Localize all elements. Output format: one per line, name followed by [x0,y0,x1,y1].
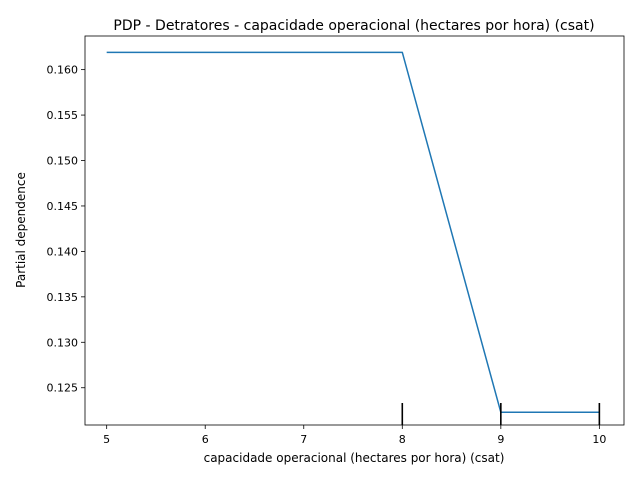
x-tick-label-3: 8 [399,433,406,446]
x-axis-label: capacidade operacional (hectares por hor… [204,451,505,465]
y-axis-label: Partial dependence [14,172,28,288]
x-tick-label-0: 5 [103,433,110,446]
chart-title: PDP - Detratores - capacidade operaciona… [113,18,594,34]
x-tick-label-2: 7 [300,433,307,446]
y-tick-label-4: 0.145 [47,200,79,213]
y-tick-label-6: 0.155 [47,109,79,122]
y-tick-label-1: 0.130 [47,336,79,349]
y-tick-label-3: 0.140 [47,245,79,258]
axes-frame [84,35,625,426]
y-tick-label-7: 0.160 [47,64,79,77]
y-tick-label-2: 0.135 [47,291,79,304]
y-tick-label-0: 0.125 [47,382,79,395]
plot-area: 5 6 7 8 9 10 0.125 0.130 0.135 0.140 0.145 0.150 0.1… [47,35,625,446]
y-tick-label-5: 0.150 [47,155,79,168]
x-tick-label-5: 10 [592,433,606,446]
x-tick-label-4: 9 [497,433,504,446]
series-line-0 [106,51,600,414]
x-tick-label-1: 6 [202,433,209,446]
